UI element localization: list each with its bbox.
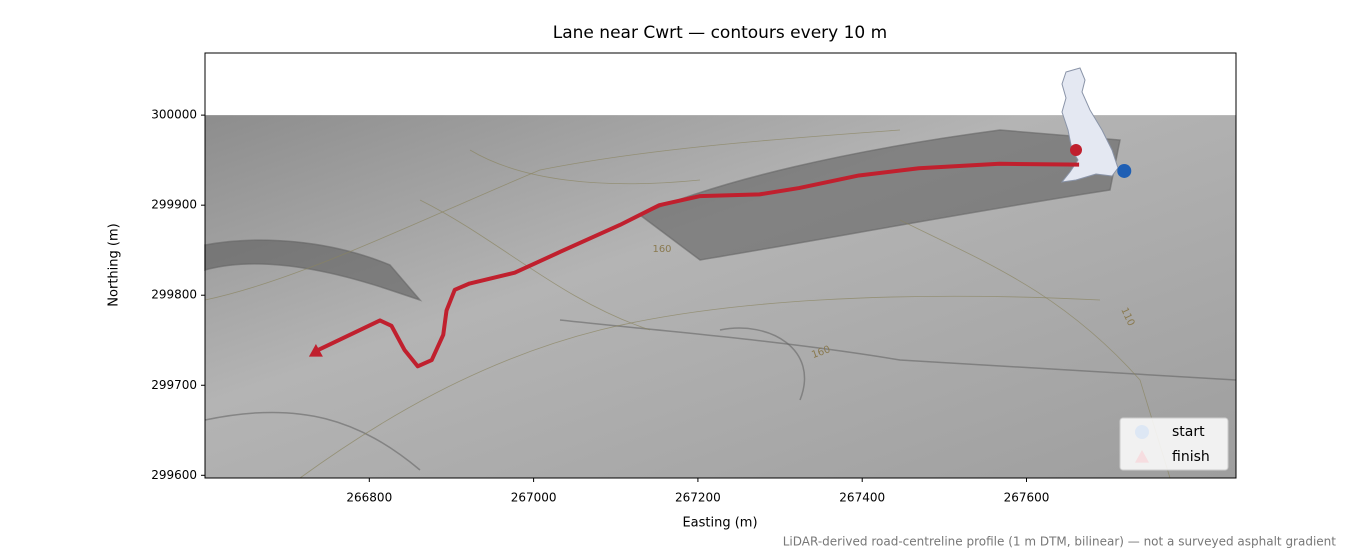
legend-label: start xyxy=(1172,424,1205,440)
contour-label: 160 xyxy=(652,244,671,255)
x-tick-label: 267400 xyxy=(839,491,885,505)
x-tick-label: 267000 xyxy=(511,491,557,505)
terrain xyxy=(719,327,806,401)
y-axis-label: Northing (m) xyxy=(107,223,122,306)
footnote: LiDAR-derived road-centreline profile (1… xyxy=(783,535,1337,549)
terrain xyxy=(204,411,421,471)
x-tick-label: 266800 xyxy=(346,491,392,505)
contour xyxy=(204,129,901,301)
y-tick-label: 299600 xyxy=(151,468,197,482)
x-axis-label: Easting (m) xyxy=(682,516,757,531)
marker xyxy=(1117,163,1132,178)
marker xyxy=(308,344,323,357)
contour xyxy=(469,149,701,185)
y-tick-label: 299700 xyxy=(151,378,197,392)
x-tick-label: 267200 xyxy=(675,491,721,505)
y-tick-label: 299900 xyxy=(151,198,197,212)
legend-box xyxy=(1119,417,1229,471)
legend-label: finish xyxy=(1172,449,1210,465)
plot-frame xyxy=(204,52,1237,479)
chart-title: Lane near Cwrt — contours every 10 m xyxy=(553,23,887,43)
terrain xyxy=(559,319,1237,381)
y-tick-label: 300000 xyxy=(151,108,197,122)
y-tick-label: 299800 xyxy=(151,288,197,302)
x-tick-label: 267600 xyxy=(1004,491,1050,505)
route xyxy=(315,161,1080,369)
contour xyxy=(299,295,1101,479)
terrain xyxy=(204,239,423,302)
contour xyxy=(419,199,651,331)
inset-location xyxy=(1070,144,1082,156)
contour xyxy=(899,219,1171,479)
